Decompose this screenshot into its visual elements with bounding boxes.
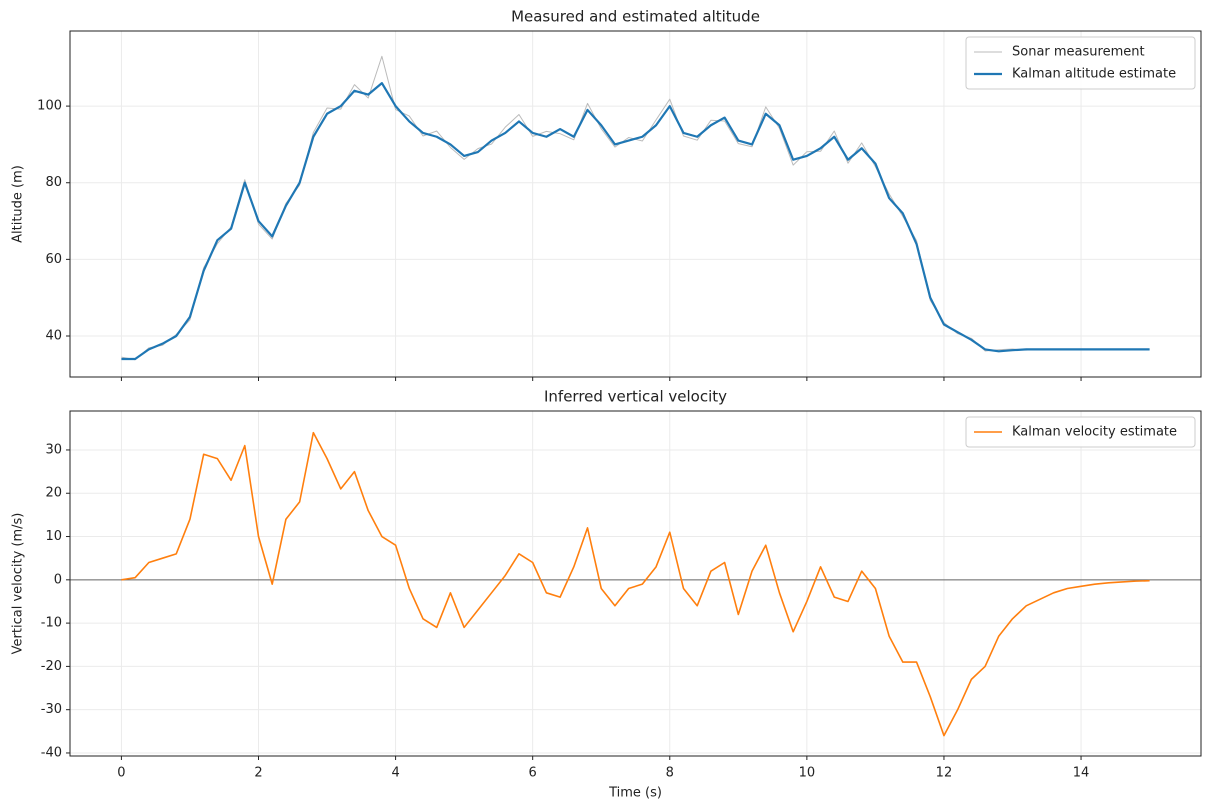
- y-tick-label: -20: [41, 659, 62, 674]
- y-tick-label: -10: [41, 616, 62, 631]
- x-tick-label: 2: [254, 766, 262, 781]
- x-tick-label: 0: [117, 766, 125, 781]
- y-tick-label: 0: [54, 572, 62, 587]
- legend-label: Kalman velocity estimate: [1012, 425, 1177, 440]
- y-tick-label: 80: [45, 175, 62, 190]
- legend-label: Kalman altitude estimate: [1012, 67, 1176, 82]
- x-tick-label: 12: [936, 766, 953, 781]
- data-line: [121, 82, 1150, 361]
- chart-title: Inferred vertical velocity: [544, 388, 727, 406]
- y-tick-label: 100: [37, 99, 62, 114]
- y-tick-label: 10: [45, 529, 62, 544]
- x-tick-label: 14: [1073, 766, 1090, 781]
- y-tick-label: 60: [45, 252, 62, 267]
- data-line: [121, 431, 1150, 737]
- y-axis-label: Altitude (m): [11, 165, 26, 243]
- y-tick-label: -30: [41, 702, 62, 717]
- x-tick-label: 8: [666, 766, 674, 781]
- legend-box: [965, 416, 1196, 448]
- y-tick-label: -40: [41, 745, 62, 760]
- x-tick-label: 4: [391, 766, 399, 781]
- data-line: [121, 55, 1150, 361]
- x-tick-label: 10: [799, 766, 816, 781]
- x-tick-label: 6: [529, 766, 537, 781]
- plot-frame: [69, 30, 1202, 378]
- y-tick-label: 20: [45, 486, 62, 501]
- y-axis-label: Vertical velocity (m/s): [11, 513, 26, 655]
- y-tick-label: 40: [45, 329, 62, 344]
- x-axis-label: Time (s): [608, 786, 662, 801]
- chart-title: Measured and estimated altitude: [511, 8, 760, 26]
- legend-box: [965, 36, 1196, 90]
- plot-frame: [69, 410, 1202, 757]
- y-tick-label: 30: [45, 442, 62, 457]
- legend-label: Sonar measurement: [1012, 45, 1145, 60]
